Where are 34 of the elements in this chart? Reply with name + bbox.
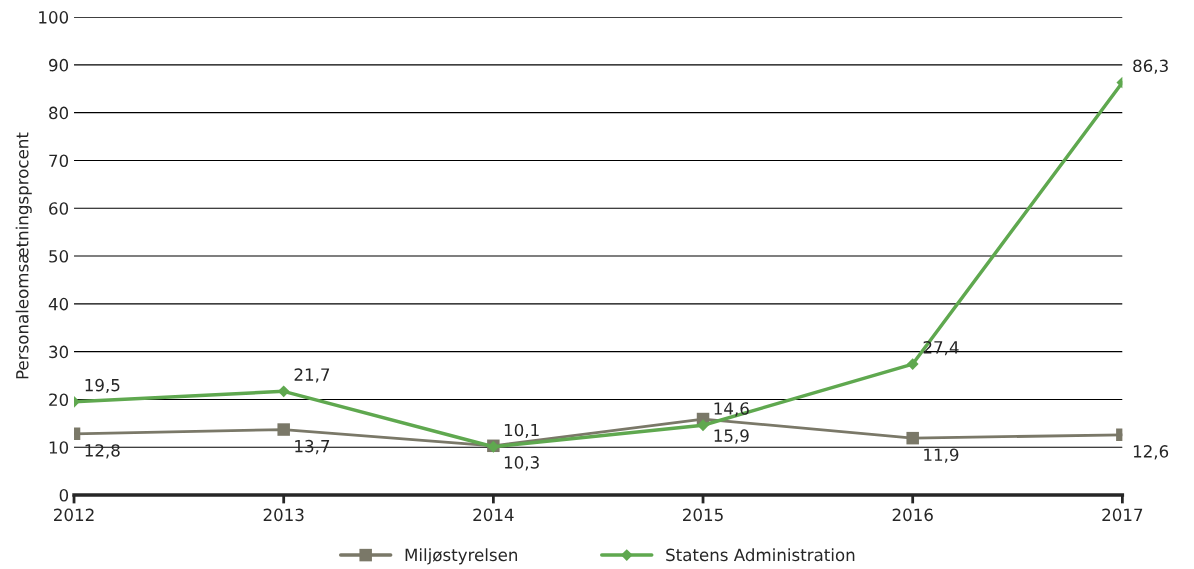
data-label: 19,5 — [85, 378, 120, 394]
legend-label: Statens Administration — [666, 548, 855, 562]
data-label: 12,8 — [85, 444, 120, 459]
x-tick-label: 2016 — [892, 508, 933, 522]
legend-label: Miljøstyrelsen — [405, 548, 518, 565]
y-tick-label: 80 — [49, 106, 69, 120]
y-tick-label: 100 — [39, 11, 69, 24]
data-label: 15,9 — [714, 429, 749, 444]
y-tick-label: 40 — [48, 297, 69, 311]
y-tick-label: 50 — [49, 250, 69, 263]
data-label: 10,1 — [504, 423, 539, 439]
point — [277, 423, 290, 436]
x-tick-label: 2012 — [54, 508, 94, 522]
data-label: 11,9 — [924, 448, 959, 463]
x-tick-label: 2013 — [263, 508, 304, 522]
point — [697, 419, 709, 432]
y-tick-label: 20 — [49, 393, 69, 407]
data-label: 21,7 — [294, 368, 330, 383]
y-tick-label: 0 — [59, 488, 69, 502]
y-tick-label: 90 — [49, 58, 69, 72]
data-label: 86,3 — [1133, 59, 1168, 74]
data-label: 10,3 — [504, 456, 539, 471]
x-tick-label: 2017 — [1102, 508, 1143, 522]
x-tick-label: 2015 — [683, 508, 723, 522]
point — [906, 431, 919, 445]
y-tick-label: 10 — [49, 441, 69, 454]
x-tick-label: 2014 — [473, 508, 514, 522]
y-tick-label: 30 — [49, 345, 69, 359]
y-tick-label: 70 — [49, 154, 69, 168]
point — [906, 358, 919, 370]
data-label: 14,6 — [714, 402, 749, 417]
y-tick-label: 60 — [49, 202, 69, 215]
y-axis-title: Personaleomsætningsprocent — [15, 132, 32, 379]
data-label: 12,6 — [1133, 445, 1169, 460]
